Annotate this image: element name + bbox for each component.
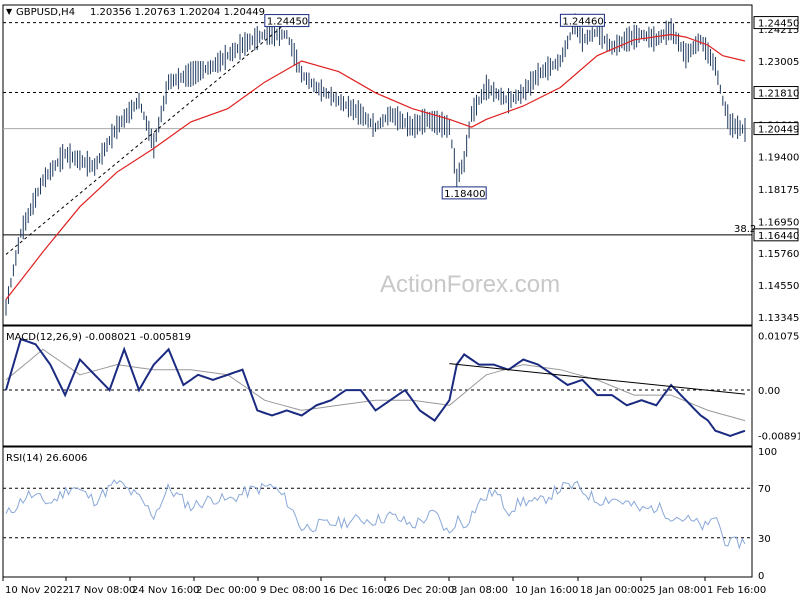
rsi-tick-label: 0 — [758, 571, 764, 582]
time-tick-label: 10 Jan 16:00 — [515, 585, 578, 596]
price-annotations: 1.24450 1.24460 1.18400 — [264, 13, 605, 200]
price-series-group — [5, 13, 746, 316]
time-tick-label: 17 Nov 08:00 — [68, 585, 135, 596]
price-panel-frame — [2, 4, 753, 326]
price-tick-label: 1.14550 — [758, 281, 799, 292]
level-price-box — [753, 16, 799, 30]
rsi-tick-label: 100 — [758, 447, 777, 458]
annotation-label: 1.24450 — [267, 17, 308, 28]
price-tick-label: 1.15760 — [758, 249, 799, 260]
chart-ohlc: 1.20356 1.20763 1.20204 1.20449 — [90, 7, 265, 18]
time-tick-label: 1 Feb 16:00 — [707, 585, 766, 596]
watermark: ActionForex.com — [380, 271, 560, 298]
level-price-box — [753, 228, 799, 242]
macd-line — [5, 337, 746, 437]
price-axis: 1.13345 1.14550 1.15760 1.16950 1.18175 1.194… — [753, 16, 799, 324]
level-price-label: 1.16440 — [758, 231, 799, 242]
rsi-line — [5, 479, 746, 550]
macd-tick-label: 0.010754 — [758, 331, 800, 342]
time-tick-label: 26 Dec 20:00 — [387, 585, 454, 596]
rsi-title: RSI(14) 26.6006 — [6, 453, 87, 464]
level-price-box — [753, 86, 799, 100]
time-tick-label: 25 Jan 08:00 — [643, 585, 706, 596]
price-tick-label: 1.19400 — [758, 152, 799, 163]
fib-label: 38.2 — [734, 224, 756, 235]
price-tick-label: 1.23005 — [758, 57, 799, 68]
macd-tick-label: -0.008915 — [758, 431, 800, 442]
annotation-box — [441, 186, 487, 200]
trend-line — [5, 22, 288, 255]
time-tick-label: 18 Jan 00:00 — [580, 585, 643, 596]
moving-average-line — [5, 33, 746, 300]
rsi-panel-frame — [2, 446, 753, 578]
chart-header-arrow-icon: ▼ — [6, 7, 13, 16]
level-price-box — [753, 122, 799, 136]
macd-signal-line — [5, 348, 746, 422]
price-tick-label: 1.24215 — [758, 25, 799, 36]
macd-series-group — [3, 337, 752, 437]
rsi-series-group — [3, 479, 752, 550]
price-tick-label: 1.13345 — [758, 313, 799, 324]
time-tick-label: 24 Nov 16:00 — [132, 585, 199, 596]
level-price-label: 1.24450 — [758, 19, 799, 30]
chart-symbol: GBPUSD,H4 — [16, 7, 75, 18]
level-price-label: 1.20449 — [758, 125, 799, 136]
time-tick-label: 16 Dec 16:00 — [323, 585, 390, 596]
time-tick-label: 9 Dec 08:00 — [260, 585, 321, 596]
annotation-box — [264, 14, 310, 28]
time-tick-label: 3 Jan 08:00 — [451, 585, 508, 596]
rsi-tick-label: 70 — [758, 484, 771, 495]
annotation-label: 1.24460 — [562, 16, 603, 27]
macd-tick-label: 0.00 — [758, 386, 780, 397]
rsi-axis: 100 70 30 0 — [758, 447, 777, 582]
level-price-label: 1.21810 — [758, 89, 799, 100]
rsi-tick-label: 30 — [758, 534, 771, 545]
price-tick-label: 1.16950 — [758, 217, 799, 228]
macd-axis: 0.010754 0.00 -0.008915 — [758, 331, 800, 442]
macd-title: MACD(12,26,9) -0.008021 -0.005819 — [6, 332, 191, 343]
price-tick-label: 1.18175 — [758, 185, 799, 196]
macd-trend-line — [449, 363, 746, 395]
annotation-box — [559, 13, 605, 27]
time-tick-label: 2 Dec 00:00 — [196, 585, 257, 596]
macd-panel-frame — [2, 325, 753, 447]
time-tick-label: 10 Nov 2022 — [5, 585, 69, 596]
annotation-label: 1.18400 — [444, 189, 485, 200]
